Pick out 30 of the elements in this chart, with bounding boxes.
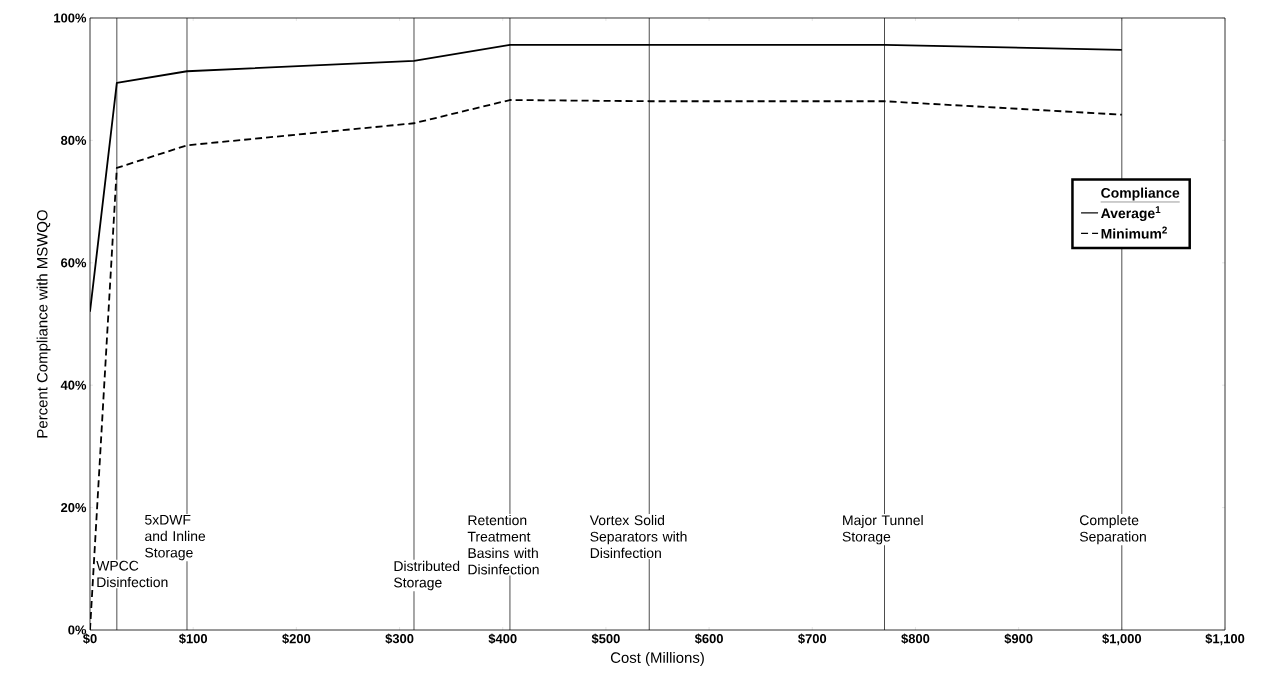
legend-title: Compliance: [1101, 187, 1180, 201]
x-tick-label: $500: [591, 633, 620, 645]
x-tick-label: $200: [282, 633, 311, 645]
y-tick-label: 100%: [54, 13, 87, 23]
y-tick-label: 40%: [60, 380, 87, 390]
x-tick-label: $1,100: [1205, 633, 1245, 646]
ref-line-label: 5xDWF and Inline Storage: [145, 514, 206, 561]
x-tick-label: $300: [385, 633, 414, 645]
ref-line-label: Vortex Solid Separators with Disinfection: [589, 514, 687, 559]
y-tick-label: 60%: [61, 258, 87, 268]
x-axis-title: Cost (Millions): [610, 651, 704, 666]
legend-label: Minimum$^{2}$: [1101, 226, 1167, 239]
x-tick-label: $900: [1004, 633, 1033, 645]
x-tick-label: $100: [178, 633, 208, 645]
y-tick-label: 0%: [68, 625, 87, 635]
ref-line-label: Complete Separation: [1079, 514, 1146, 545]
ref-line-label: Distributed Storage: [394, 560, 460, 591]
x-tick-label: $1,000: [1102, 633, 1142, 646]
ref-line-label: Retention Treatment Basins with Disinfection: [467, 514, 539, 575]
x-tick-label: $400: [488, 633, 517, 645]
x-tick-label: $0: [82, 633, 97, 645]
x-tick-label: $700: [798, 633, 827, 645]
y-tick-label: 80%: [60, 135, 87, 145]
ref-line-label: Major Tunnel Storage: [842, 514, 923, 545]
y-axis-title: Percent Compliance with MSWQO: [36, 210, 51, 438]
x-tick-label: $800: [901, 633, 930, 645]
ref-line-label: WPCC Disinfection: [96, 560, 168, 588]
x-tick-label: $600: [694, 633, 723, 645]
legend-label: Average$^{1}$: [1101, 206, 1161, 222]
y-tick-label: 20%: [61, 503, 87, 513]
